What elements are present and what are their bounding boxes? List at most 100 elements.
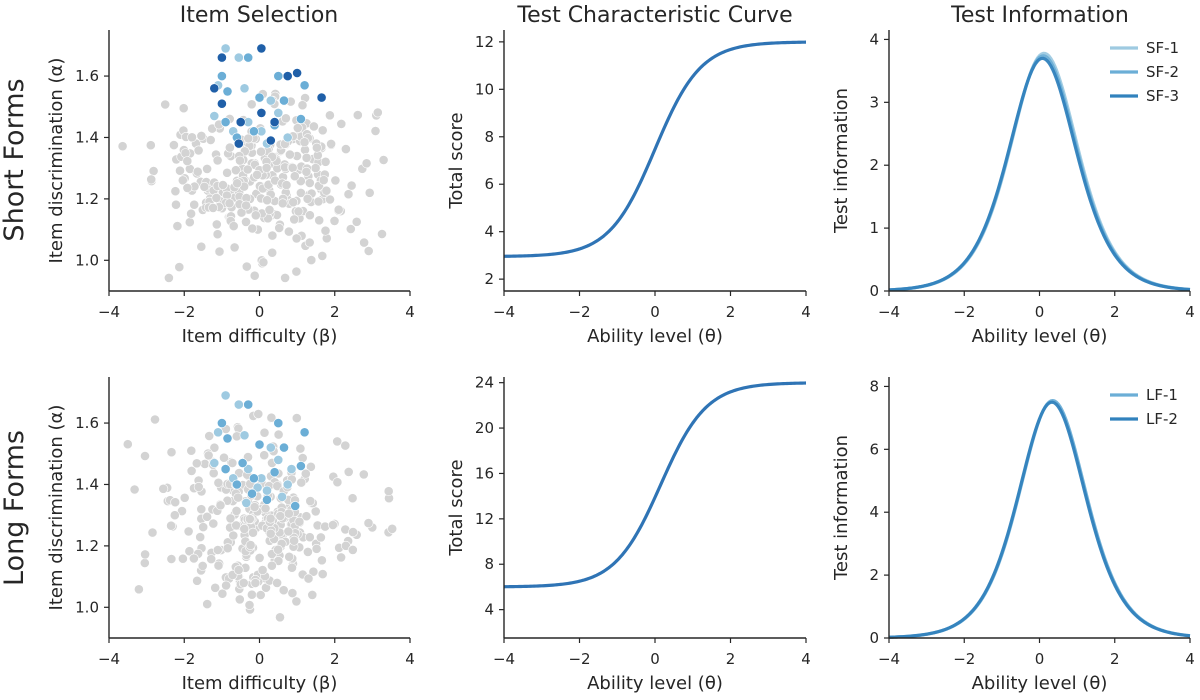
pool-item-point: [273, 544, 283, 555]
pool-item-point: [302, 547, 313, 557]
pool-item-point: [317, 250, 328, 261]
pool-item-point: [238, 578, 249, 588]
selected-item-point: [265, 95, 276, 106]
pool-item-point: [258, 257, 269, 268]
pool-item-point: [377, 229, 387, 239]
pool-item-point: [212, 545, 223, 555]
pool-item-point: [329, 215, 340, 226]
x-tick-label: 2: [1110, 303, 1120, 321]
x-axis-label: Ability level (θ): [587, 326, 723, 347]
x-tick-label: 2: [330, 303, 340, 321]
pool-item-point: [259, 427, 270, 438]
pool-item-point: [317, 569, 328, 579]
pool-item-point: [284, 149, 295, 160]
pool-item-point: [280, 272, 290, 283]
x-tick-label: 2: [726, 303, 736, 321]
y-tick-label: 8: [484, 555, 494, 573]
pool-item-point: [170, 186, 181, 197]
pool-item-point: [150, 414, 160, 425]
x-tick-label: 4: [1185, 303, 1195, 321]
pool-item-point: [191, 458, 202, 469]
pool-item-point: [273, 429, 284, 440]
pool-item-point: [166, 554, 177, 564]
pool-item-point: [235, 155, 245, 166]
y-tick-label: 2: [869, 566, 879, 584]
pool-item-point: [242, 164, 253, 175]
pool-item-point: [260, 503, 271, 514]
pool-item-point: [233, 492, 243, 503]
pool-item-point: [325, 194, 335, 205]
x-tick-label: 2: [1110, 650, 1120, 668]
selected-item-point: [213, 427, 223, 438]
pool-item-point: [257, 565, 268, 575]
selected-item-point: [279, 95, 289, 106]
pool-item-point: [206, 554, 217, 564]
information-line-sf-3: [888, 56, 1191, 292]
selected-item-point: [273, 418, 284, 428]
legend-label: SF-2: [1146, 63, 1179, 81]
pool-item-point: [289, 535, 299, 546]
pool-item-point: [346, 180, 357, 191]
pool-item-point: [203, 450, 214, 461]
pool-item-point: [387, 523, 398, 534]
pool-item-point: [287, 562, 297, 573]
pool-item-point: [171, 199, 181, 210]
selected-item-point: [279, 442, 289, 453]
y-tick-label: 1.4: [75, 128, 99, 146]
pool-item-point: [267, 247, 278, 258]
selected-item-point: [273, 108, 284, 118]
pool-item-point: [351, 216, 362, 227]
pool-item-point: [283, 226, 294, 237]
item-pool: [122, 409, 398, 623]
legend-label: SF-1: [1146, 39, 1179, 57]
pool-item-point: [370, 126, 381, 136]
pool-item-point: [292, 123, 303, 133]
column-title-test-information: Test Information: [950, 3, 1129, 28]
pool-item-point: [264, 204, 275, 215]
pool-item-point: [289, 171, 300, 182]
pool-item-point: [302, 193, 313, 204]
pool-item-point: [364, 187, 375, 198]
x-tick-label: 0: [1035, 650, 1045, 668]
selected-item-point: [243, 52, 254, 63]
legend: LF-1 LF-2: [1110, 386, 1178, 428]
pool-item-point: [232, 178, 243, 189]
pool-item-point: [202, 599, 213, 609]
x-tick-label: 4: [801, 650, 811, 668]
pool-item-point: [311, 142, 322, 153]
pool-item-point: [192, 575, 202, 586]
pool-item-point: [133, 584, 144, 595]
selected-item-point: [277, 491, 287, 502]
pool-item-point: [212, 155, 223, 166]
pool-item-point: [129, 484, 140, 495]
x-tick-label: −2: [953, 650, 975, 668]
pool-item-point: [281, 180, 292, 190]
selected-item-point: [247, 488, 257, 499]
pool-item-point: [304, 178, 315, 188]
tcc-line: [503, 40, 807, 258]
tcc-line: [503, 381, 807, 589]
pool-item-point: [163, 272, 174, 283]
pool-item-point: [168, 140, 179, 150]
pool-item-point: [311, 543, 322, 554]
pool-item-point: [275, 511, 286, 521]
selected-item-point: [220, 117, 231, 127]
pool-item-point: [383, 486, 394, 497]
pool-item-point: [188, 553, 199, 564]
y-tick-label: 1.6: [75, 67, 99, 85]
pool-item-point: [259, 450, 270, 461]
pool-item-point: [213, 560, 224, 571]
selected-item-point: [216, 418, 227, 428]
y-tick-label: 12: [475, 33, 494, 51]
pool-item-point: [372, 107, 383, 118]
column-title-item-selection: Item Selection: [180, 3, 338, 28]
selected-item-point: [282, 132, 293, 143]
pool-item-point: [274, 223, 285, 233]
legend: SF-1 SF-2 SF-3: [1110, 39, 1179, 105]
pool-item-point: [297, 453, 308, 463]
pool-item-point: [175, 165, 185, 176]
pool-item-point: [244, 514, 255, 524]
pool-item-point: [145, 140, 156, 151]
y-tick-label: 4: [484, 601, 494, 619]
